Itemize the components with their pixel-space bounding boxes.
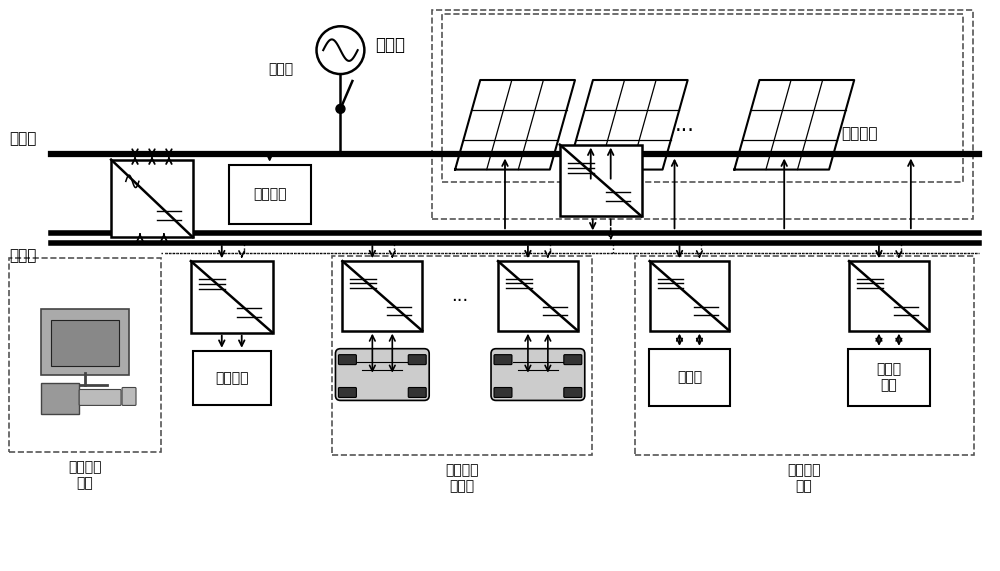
FancyBboxPatch shape: [494, 355, 512, 365]
Text: 蓄电池: 蓄电池: [677, 371, 702, 384]
Text: ...: ...: [451, 287, 469, 305]
FancyBboxPatch shape: [408, 355, 426, 365]
Text: 直流侧: 直流侧: [9, 248, 37, 263]
Text: 直流负荷: 直流负荷: [215, 371, 248, 385]
FancyBboxPatch shape: [122, 388, 136, 405]
FancyBboxPatch shape: [408, 388, 426, 397]
Text: ...: ...: [675, 115, 694, 135]
Text: 交流负荷: 交流负荷: [253, 187, 286, 202]
Bar: [560, 144, 642, 216]
FancyBboxPatch shape: [335, 349, 429, 400]
Bar: [635, 256, 974, 455]
FancyBboxPatch shape: [564, 355, 582, 365]
Text: 混合储能
系统: 混合储能 系统: [787, 463, 821, 493]
FancyBboxPatch shape: [494, 388, 512, 397]
FancyBboxPatch shape: [51, 320, 119, 365]
FancyBboxPatch shape: [564, 388, 582, 397]
Bar: [9, 258, 161, 452]
Text: 超级电
容器: 超级电 容器: [876, 363, 901, 393]
Text: 交流侧: 交流侧: [9, 131, 37, 146]
FancyBboxPatch shape: [338, 388, 356, 397]
FancyBboxPatch shape: [41, 383, 79, 415]
Text: 光伏阵列: 光伏阵列: [841, 126, 877, 141]
Bar: [498, 261, 578, 331]
FancyBboxPatch shape: [41, 309, 129, 375]
Text: 能量控制
系统: 能量控制 系统: [68, 460, 102, 490]
Text: 主开关: 主开关: [268, 62, 293, 76]
Bar: [432, 10, 973, 219]
Circle shape: [336, 104, 345, 113]
FancyBboxPatch shape: [79, 389, 121, 405]
Text: 电动汽车
充电站: 电动汽车 充电站: [445, 463, 479, 493]
Bar: [649, 349, 730, 407]
Bar: [650, 261, 729, 331]
Bar: [193, 351, 271, 405]
Bar: [342, 261, 422, 331]
Text: 大电网: 大电网: [375, 36, 405, 54]
FancyBboxPatch shape: [491, 349, 585, 400]
Bar: [848, 349, 930, 407]
Bar: [442, 14, 963, 182]
Bar: [229, 164, 311, 224]
Bar: [191, 261, 273, 333]
Bar: [332, 256, 592, 455]
FancyBboxPatch shape: [338, 355, 356, 365]
Bar: [849, 261, 929, 331]
Bar: [111, 160, 193, 237]
